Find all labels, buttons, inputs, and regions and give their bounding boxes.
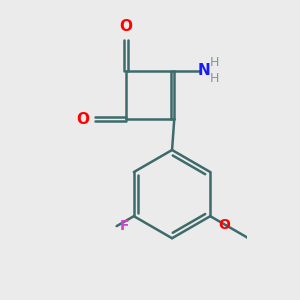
Text: F: F xyxy=(119,219,129,233)
Text: O: O xyxy=(119,20,132,34)
Text: H: H xyxy=(210,56,219,69)
Text: O: O xyxy=(219,218,230,232)
Text: N: N xyxy=(198,63,211,78)
Text: H: H xyxy=(210,72,219,85)
Text: O: O xyxy=(76,112,90,127)
